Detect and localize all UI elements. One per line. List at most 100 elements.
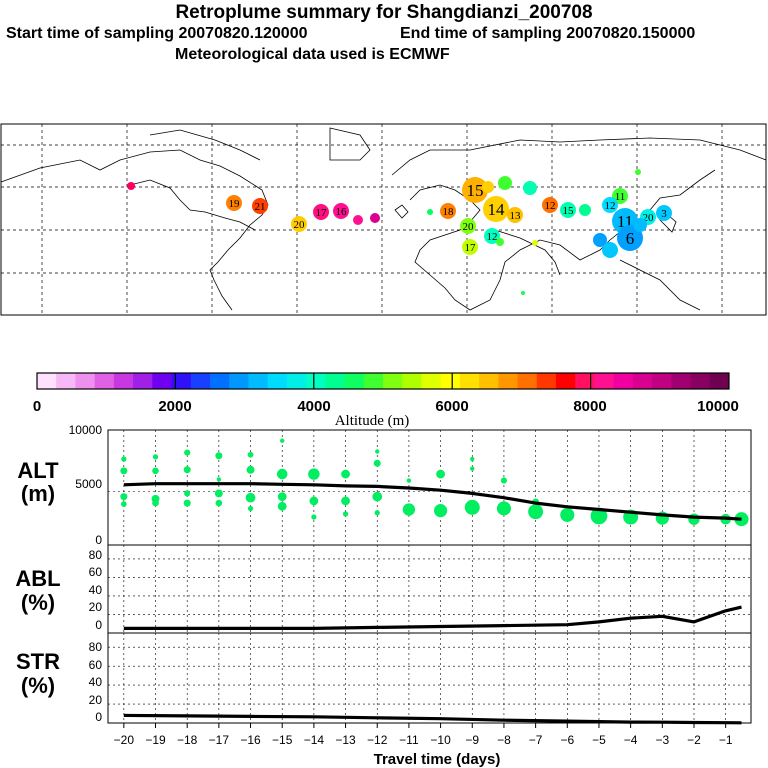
alt-scatter-point: [590, 507, 608, 525]
map-marker: [496, 238, 504, 246]
alt-scatter-point: [688, 513, 700, 525]
map-marker: [127, 182, 135, 190]
colorbar-axis-label: Altitude (m): [335, 413, 410, 429]
colorbar-cell: [690, 373, 711, 389]
x-tick-label: −13: [335, 733, 356, 747]
colorbar-cell: [459, 373, 480, 389]
map-marker: [333, 203, 349, 219]
colorbar-tick: 2000: [158, 398, 191, 415]
alt-scatter-point: [470, 466, 475, 471]
alt-scatter-point: [152, 467, 159, 475]
abl-ytick: 0: [95, 618, 102, 632]
alt-panel-unit: (m): [21, 481, 55, 506]
x-tick-label: −19: [145, 733, 166, 747]
colorbar-cell: [229, 373, 249, 389]
alt-scatter-point: [247, 505, 254, 512]
colorbar-tick: 8000: [573, 398, 606, 415]
colorbar-cell: [363, 373, 384, 389]
map-marker: [656, 205, 672, 221]
map-marker-label: 20: [294, 219, 306, 231]
map-marker-label: 17: [316, 207, 328, 219]
map-marker: [291, 216, 307, 232]
end-time-label: End time of sampling 20070820.150000: [400, 25, 696, 42]
x-tick-label: −16: [240, 733, 261, 747]
map-marker-label: 13: [510, 210, 522, 222]
colorbar-cell: [267, 373, 288, 389]
alt-scatter-point: [528, 504, 544, 520]
x-tick-label: −6: [560, 733, 574, 747]
alt-scatter-point: [183, 466, 191, 474]
alt-ytick: 0: [95, 533, 102, 547]
map-marker-label: 20: [463, 221, 475, 233]
alt-scatter-point: [245, 492, 256, 503]
alt-scatter-point: [311, 514, 317, 520]
colorbar-tick: 10000: [697, 398, 739, 415]
x-tick-label: −14: [304, 733, 325, 747]
x-tick-label: −4: [624, 733, 638, 747]
map-marker: [482, 181, 494, 193]
colorbar-cell: [652, 373, 672, 389]
x-tick-label: −1: [719, 733, 733, 747]
alt-scatter-point: [120, 501, 127, 508]
colorbar-cell: [440, 373, 461, 389]
map-marker: [560, 202, 576, 218]
colorbar-cell: [421, 373, 442, 389]
alt-median-line: [123, 482, 742, 521]
map-marker: [460, 218, 476, 234]
x-tick-label: −7: [529, 733, 543, 747]
map-marker-label: 19: [229, 198, 241, 210]
alt-scatter-point: [496, 501, 511, 516]
alt-scatter-point: [308, 468, 320, 480]
colorbar-cell: [383, 373, 403, 389]
map-marker-label: 20: [643, 212, 655, 224]
map-marker: [462, 177, 488, 203]
alt-scatter-point: [246, 465, 255, 474]
alt-scatter-point: [277, 501, 287, 511]
x-tick-label: −3: [655, 733, 669, 747]
alt-scatter-point: [500, 477, 508, 484]
str-line: [123, 713, 742, 725]
colorbar-cell: [632, 373, 653, 389]
colorbar-cell: [402, 373, 422, 389]
alt-scatter-point: [280, 438, 285, 443]
alt-scatter-point: [214, 489, 223, 498]
str-ytick: 60: [89, 658, 103, 672]
x-axis-title: Travel time (days): [374, 751, 501, 768]
colorbar-cell: [133, 373, 153, 389]
alt-scatter-point: [120, 467, 128, 475]
colorbar-cell: [75, 373, 96, 389]
colorbar-cell: [613, 373, 634, 389]
alt-scatter-point: [276, 468, 288, 480]
map-marker-label: 15: [467, 181, 484, 200]
alt-scatter-point: [436, 469, 445, 479]
map-marker: [635, 169, 641, 175]
map-marker-label: 3: [661, 208, 667, 220]
map-marker: [602, 197, 618, 213]
alt-panel-label: ALT: [17, 458, 59, 483]
alt-scatter-point: [373, 459, 381, 467]
alt-scatter-point: [120, 493, 128, 501]
abl-panel-label: ABL: [15, 566, 60, 591]
coastlines: [0, 127, 767, 311]
colorbar-cell: [671, 373, 692, 389]
colorbar-cell: [479, 373, 499, 389]
map-marker: [521, 291, 525, 295]
alt-ytick: 10000: [69, 423, 103, 437]
panel-frames: [107, 429, 752, 724]
x-tick-label: −9: [465, 733, 479, 747]
map-marker: [579, 204, 591, 216]
map-marker: [226, 195, 242, 211]
colorbar-cell: [248, 373, 269, 389]
map-marker: [602, 242, 618, 258]
x-tick-label: −12: [367, 733, 388, 747]
str-ytick: 40: [89, 675, 103, 689]
alt-scatter-point: [152, 454, 159, 460]
alt-ytick: 5000: [75, 477, 102, 491]
abl-ytick: 40: [89, 583, 103, 597]
colorbar-cell: [190, 373, 211, 389]
map-marker: [484, 228, 500, 244]
colorbar-cell: [498, 373, 519, 389]
abl-ytick: 60: [89, 565, 103, 579]
colorbar-cell: [709, 373, 730, 389]
